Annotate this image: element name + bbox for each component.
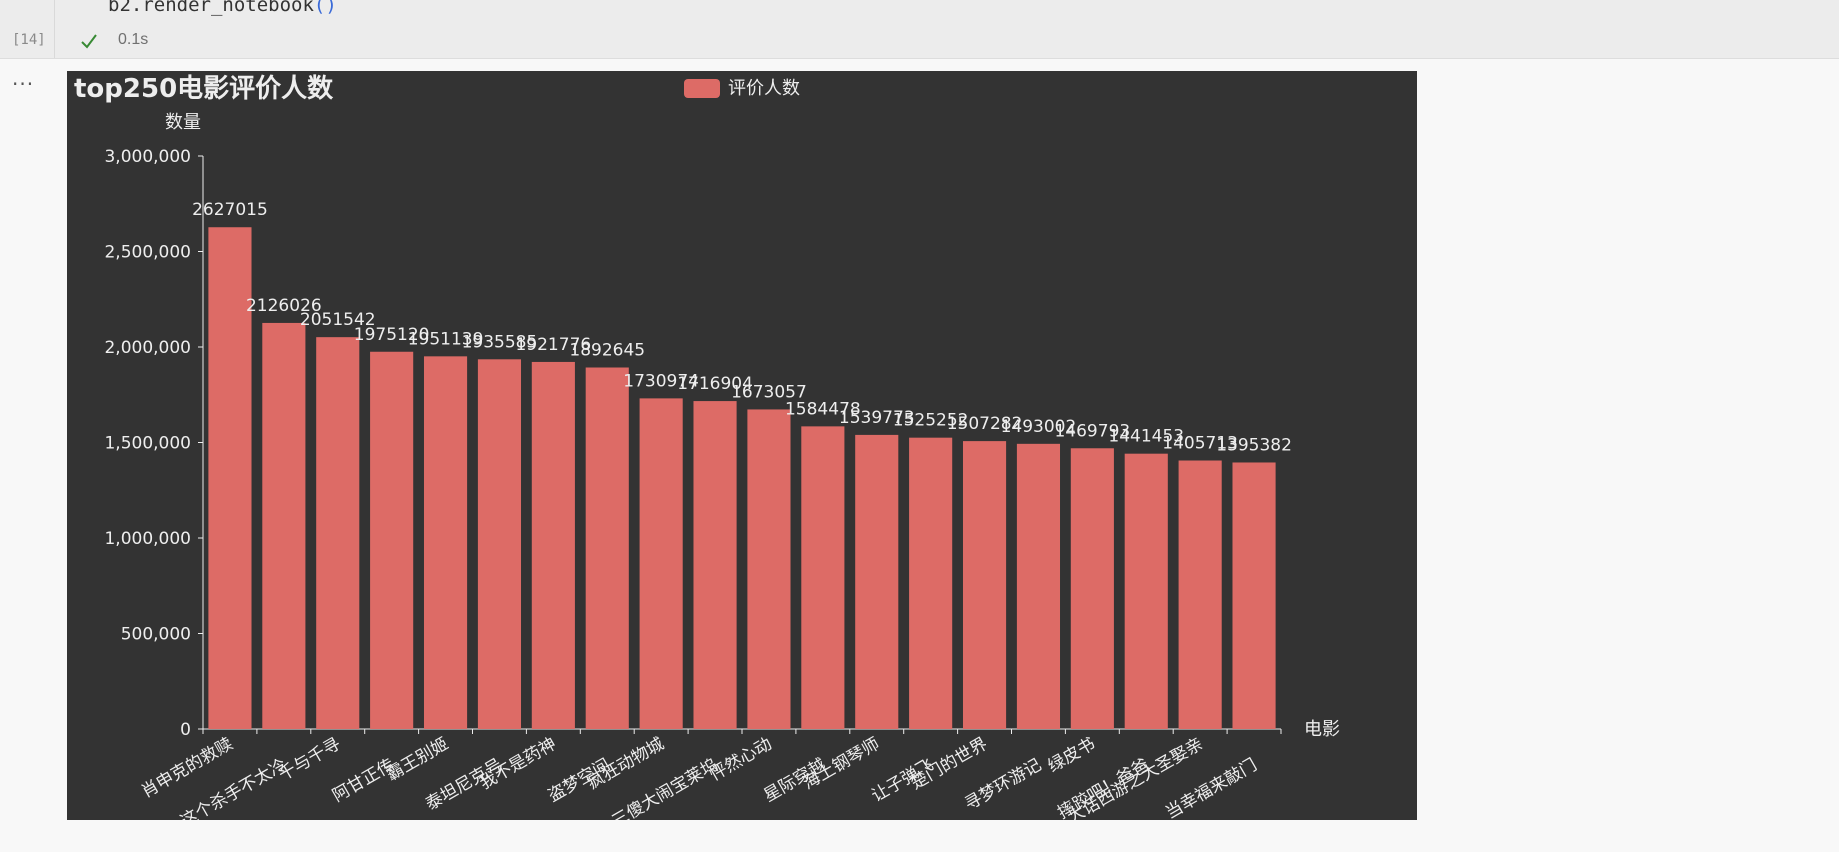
code-parens: () <box>313 0 337 16</box>
x-tick-label: 寻梦环游记 <box>961 755 1045 815</box>
code-editor-line[interactable]: b2.render_notebook() <box>108 0 337 16</box>
data-label: 1395382 <box>1216 435 1292 455</box>
bar <box>909 437 953 729</box>
data-label: 1716904 <box>677 374 753 394</box>
bar <box>208 227 252 730</box>
bar <box>585 367 629 729</box>
bar-chart: top250电影评价人数 评价人数 数量 电影 0 500,000 1,000,00… <box>74 74 1340 820</box>
data-label: 1935585 <box>462 332 538 352</box>
data-label: 1539773 <box>839 408 915 428</box>
y-tick-label: 2,000,000 <box>104 338 191 358</box>
data-label: 1892645 <box>569 341 645 361</box>
cell-gutter-divider <box>54 0 55 58</box>
bar <box>639 398 683 729</box>
legend-label[interactable]: 评价人数 <box>728 78 800 99</box>
chart-title: top250电影评价人数 <box>74 74 334 104</box>
data-label: 1405713 <box>1162 434 1238 454</box>
bar <box>262 322 306 729</box>
checkmark-icon <box>81 34 97 49</box>
bars: 2627015 212602620515421975120195113919355… <box>192 200 1292 730</box>
data-label: 1525252 <box>893 411 969 431</box>
execution-time: 0.1s <box>118 31 149 48</box>
x-tick-label: 霸王别姬 <box>383 734 452 785</box>
y-tick-label: 1,500,000 <box>104 434 191 454</box>
bar <box>962 441 1007 729</box>
data-label: 1921776 <box>515 335 591 355</box>
data-label: 1730974 <box>623 371 699 391</box>
bar <box>855 434 899 729</box>
bar <box>1178 460 1222 729</box>
chart-output: top250电影评价人数 评价人数 数量 电影 0 500,000 1,000,00… <box>67 71 1417 820</box>
execution-count: [14] <box>12 32 46 48</box>
data-label: 1493002 <box>1001 417 1077 437</box>
bar <box>1016 443 1061 729</box>
code-cell[interactable]: b2.render_notebook() [14] 0.1s <box>0 0 1839 59</box>
bar <box>747 409 791 729</box>
bar <box>316 337 360 729</box>
x-tick-label: 怦然心动 <box>707 734 776 785</box>
data-label: 1507282 <box>947 414 1023 434</box>
data-label: 2126026 <box>246 296 322 316</box>
y-axis-label: 数量 <box>165 112 201 133</box>
bar <box>370 351 414 729</box>
bar <box>477 359 522 729</box>
ellipsis-icon[interactable]: ··· <box>12 72 35 96</box>
bar <box>531 361 575 729</box>
bar <box>693 401 737 729</box>
data-label: 2051542 <box>300 310 376 330</box>
data-label: 1673057 <box>731 382 807 402</box>
code-text: b2.render_notebook <box>108 0 314 16</box>
y-tick-label: 1,000,000 <box>104 529 191 549</box>
data-label: 2627015 <box>192 200 268 220</box>
data-label: 1951139 <box>408 329 484 349</box>
bar <box>423 356 468 729</box>
bar <box>1070 448 1114 729</box>
bar <box>1124 453 1168 729</box>
data-label: 1975120 <box>354 325 430 345</box>
y-tick-label: 3,000,000 <box>104 147 191 167</box>
x-axis-label: 电影 <box>1304 719 1340 740</box>
x-tick-label: 千与千寻 <box>275 734 344 785</box>
y-tick-label: 0 <box>180 720 191 740</box>
bar <box>1232 462 1276 729</box>
y-tick-label: 500,000 <box>121 625 191 645</box>
data-label: 1441453 <box>1108 427 1184 447</box>
data-label: 1469793 <box>1054 421 1130 441</box>
data-label: 1584478 <box>785 399 861 419</box>
x-tick-label: 绿皮书 <box>1045 734 1099 777</box>
bar <box>801 426 845 729</box>
x-tick-label: 阿甘正传 <box>329 755 398 806</box>
y-tick-label: 2,500,000 <box>104 243 191 263</box>
legend-swatch[interactable] <box>684 79 720 98</box>
